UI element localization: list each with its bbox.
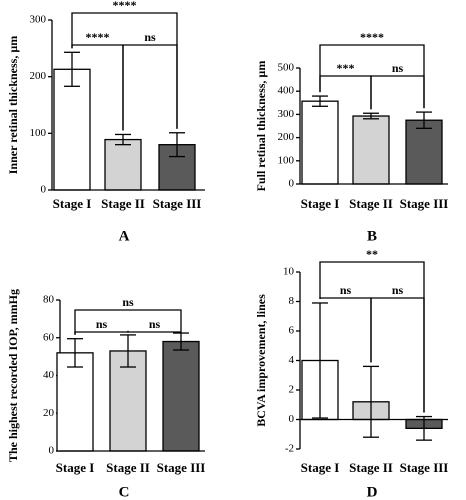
y-tick-label: 300 (30, 14, 47, 26)
bar (104, 138, 142, 191)
x-tick-label: Stage II (349, 460, 393, 475)
x-tick-label: Stage III (153, 196, 202, 211)
significance-label: ns (340, 283, 352, 297)
y-tick-label: 0 (41, 184, 47, 196)
y-tick-label: -2 (285, 443, 294, 455)
x-tick-label: Stage III (400, 460, 449, 475)
y-tick-label: 8 (289, 295, 295, 307)
x-tick-label: Stage II (349, 196, 393, 211)
panel-label: A (119, 228, 130, 244)
significance-label: ns (149, 317, 161, 331)
panel-label: D (367, 484, 378, 500)
bar (301, 100, 339, 185)
y-tick-label: 40 (43, 369, 55, 381)
bar (352, 115, 390, 185)
x-tick-label: Stage I (56, 460, 95, 475)
y-tick-label: 100 (278, 154, 295, 166)
significance-bracket (370, 75, 425, 110)
significance-label: ns (392, 61, 404, 75)
x-tick-label: Stage II (106, 460, 150, 475)
significance-bracket (319, 44, 425, 109)
y-tick-label: 0 (289, 413, 295, 425)
panel-label: C (119, 484, 130, 500)
significance-bracket (74, 309, 182, 335)
y-tick-label: 500 (278, 62, 295, 74)
bar (53, 68, 91, 191)
y-tick-label: 4 (289, 354, 295, 366)
y-tick-label: 300 (278, 108, 295, 120)
significance-bracket (370, 297, 425, 413)
y-axis-title: The highest recorded IOP, mmHg (6, 289, 20, 462)
significance-label: **** (86, 30, 110, 44)
significance-label: **** (113, 0, 137, 12)
x-tick-label: Stage I (301, 460, 340, 475)
y-tick-label: 10 (283, 266, 295, 278)
y-tick-label: 0 (49, 445, 55, 457)
significance-bracket (319, 261, 425, 413)
significance-bracket (122, 44, 178, 131)
y-axis-title: Inner retinal thickness, µm (6, 36, 20, 174)
significance-label: ** (366, 247, 378, 261)
x-tick-label: Stage II (101, 196, 145, 211)
significance-bracket (74, 330, 129, 335)
significance-label: ns (144, 30, 156, 44)
significance-label: *** (337, 61, 355, 75)
significance-label: **** (360, 30, 384, 44)
y-tick-label: 100 (30, 127, 47, 139)
y-tick-label: 20 (43, 407, 55, 419)
significance-bracket (71, 12, 178, 129)
significance-label: ns (392, 283, 404, 297)
bar (162, 340, 200, 452)
x-tick-label: Stage I (301, 196, 340, 211)
y-tick-label: 0 (289, 178, 295, 190)
x-tick-label: Stage III (400, 196, 449, 211)
x-tick-label: Stage I (53, 196, 92, 211)
y-axis-title: Full retinal thickness, µm (254, 61, 268, 192)
panel-label: B (367, 228, 377, 244)
y-tick-label: 80 (43, 294, 55, 306)
y-axis-title: BCVA improvement, lines (254, 294, 268, 427)
bar (405, 119, 443, 185)
significance-label: ns (96, 317, 108, 331)
x-tick-label: Stage III (157, 460, 206, 475)
significance-bracket (127, 329, 182, 333)
significance-bracket (319, 297, 372, 363)
y-tick-label: 400 (278, 85, 295, 97)
y-tick-label: 60 (43, 331, 55, 343)
y-tick-label: 200 (278, 131, 295, 143)
y-tick-label: 2 (289, 384, 295, 396)
significance-label: ns (122, 295, 134, 309)
y-tick-label: 200 (30, 70, 47, 82)
y-tick-label: 6 (289, 325, 295, 337)
